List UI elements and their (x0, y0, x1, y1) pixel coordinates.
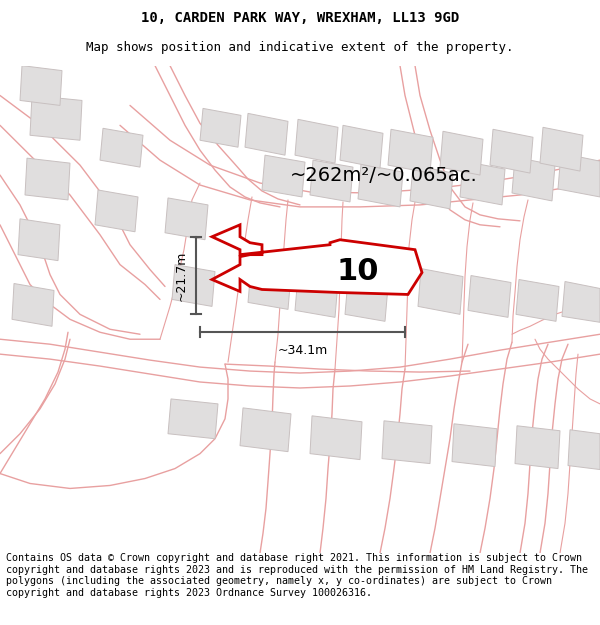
Text: ~21.7m: ~21.7m (175, 251, 188, 301)
Polygon shape (382, 421, 432, 464)
Polygon shape (20, 66, 62, 106)
Polygon shape (452, 424, 497, 467)
Polygon shape (310, 416, 362, 459)
Polygon shape (490, 129, 533, 173)
Polygon shape (30, 96, 82, 140)
Polygon shape (515, 426, 560, 469)
Text: Contains OS data © Crown copyright and database right 2021. This information is : Contains OS data © Crown copyright and d… (6, 553, 588, 598)
Polygon shape (410, 165, 453, 209)
Polygon shape (418, 269, 463, 314)
Polygon shape (25, 158, 70, 200)
Polygon shape (200, 108, 241, 148)
Polygon shape (388, 129, 433, 173)
Text: 10, CARDEN PARK WAY, WREXHAM, LL13 9GD: 10, CARDEN PARK WAY, WREXHAM, LL13 9GD (141, 11, 459, 26)
Text: ~34.1m: ~34.1m (277, 344, 328, 357)
Text: 10: 10 (337, 257, 379, 286)
Polygon shape (165, 198, 208, 240)
Text: ~262m²/~0.065ac.: ~262m²/~0.065ac. (290, 166, 478, 184)
Polygon shape (562, 281, 600, 322)
Polygon shape (460, 161, 505, 205)
Polygon shape (358, 164, 403, 207)
Polygon shape (18, 219, 60, 261)
Polygon shape (468, 276, 511, 318)
Polygon shape (340, 126, 383, 168)
Text: Map shows position and indicative extent of the property.: Map shows position and indicative extent… (86, 41, 514, 54)
Polygon shape (245, 113, 288, 155)
Polygon shape (512, 157, 555, 201)
Polygon shape (568, 430, 600, 469)
Polygon shape (295, 276, 338, 318)
Polygon shape (240, 408, 291, 452)
Polygon shape (95, 190, 138, 232)
Polygon shape (558, 153, 600, 197)
Polygon shape (516, 279, 559, 321)
Polygon shape (262, 155, 305, 197)
Polygon shape (345, 279, 388, 321)
Polygon shape (168, 399, 218, 439)
Polygon shape (248, 268, 291, 309)
Polygon shape (540, 127, 583, 171)
Polygon shape (172, 264, 215, 306)
Polygon shape (100, 128, 143, 167)
Polygon shape (295, 119, 338, 163)
Polygon shape (440, 131, 483, 175)
Polygon shape (12, 284, 54, 326)
Polygon shape (310, 160, 353, 202)
Polygon shape (212, 225, 422, 294)
